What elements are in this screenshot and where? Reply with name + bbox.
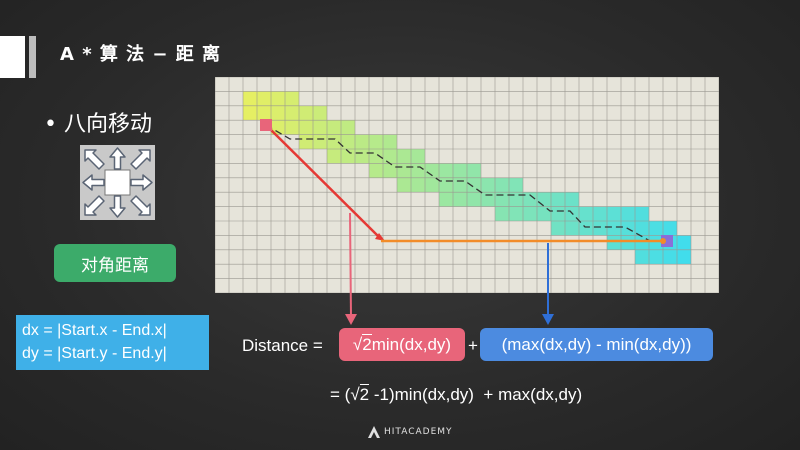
diagonal-red-arrow (265, 124, 380, 238)
dy-definition: dy = |Start.y - End.y| (22, 345, 167, 362)
red-arrow-head (375, 233, 385, 241)
plus-sign: + (468, 336, 478, 355)
blue-arrow-head (542, 314, 554, 325)
end-cell (661, 235, 673, 247)
grid-diagram (215, 77, 719, 293)
sqrt-symbol: √ (352, 334, 363, 354)
logo-text: HITACADEMY (384, 427, 453, 437)
path-cells (243, 91, 691, 265)
page-title: A * 算 法 − 距 离 (60, 44, 222, 65)
diagonal-distance-button[interactable]: 对角距离 (54, 244, 176, 282)
max-minus-min-term: (max(dx,dy) - min(dx,dy)) (480, 328, 713, 361)
distance-label: Distance = (242, 336, 323, 355)
bullet-eight-direction: • 八向移动 (44, 112, 152, 137)
title-accent-stripe (29, 36, 36, 78)
end-point (660, 238, 666, 244)
start-cell (260, 119, 272, 131)
title-accent-bar (0, 36, 25, 78)
eight-direction-arrows-icon (80, 145, 155, 220)
formula2-suffix: -1)min(dx,dy) + max(dx,dy) (369, 385, 583, 404)
formula2-radicand: 2 (359, 384, 370, 404)
pink-arrow-head (345, 314, 357, 325)
path-dashed-line (265, 124, 651, 242)
simplified-formula: = (√2 -1)min(dx,dy) + max(dx,dy) (330, 384, 583, 405)
grid-lines (215, 77, 719, 293)
formula2-sqrt-symbol: √ (350, 385, 360, 404)
dx-dy-definition-box: dx = |Start.x - End.x| dy = |Start.y - E… (16, 315, 209, 370)
sqrt-radicand: 2 (362, 334, 372, 354)
formula2-prefix: = ( (330, 385, 351, 404)
hitacademy-logo: HITACADEMY (368, 426, 453, 438)
dx-definition: dx = |Start.x - End.x| (22, 322, 167, 339)
min-term-text: min(dx,dy) (371, 334, 452, 354)
sqrt2-min-term: √ 2 min(dx,dy) (339, 328, 465, 361)
logo-mark-icon (368, 426, 380, 438)
